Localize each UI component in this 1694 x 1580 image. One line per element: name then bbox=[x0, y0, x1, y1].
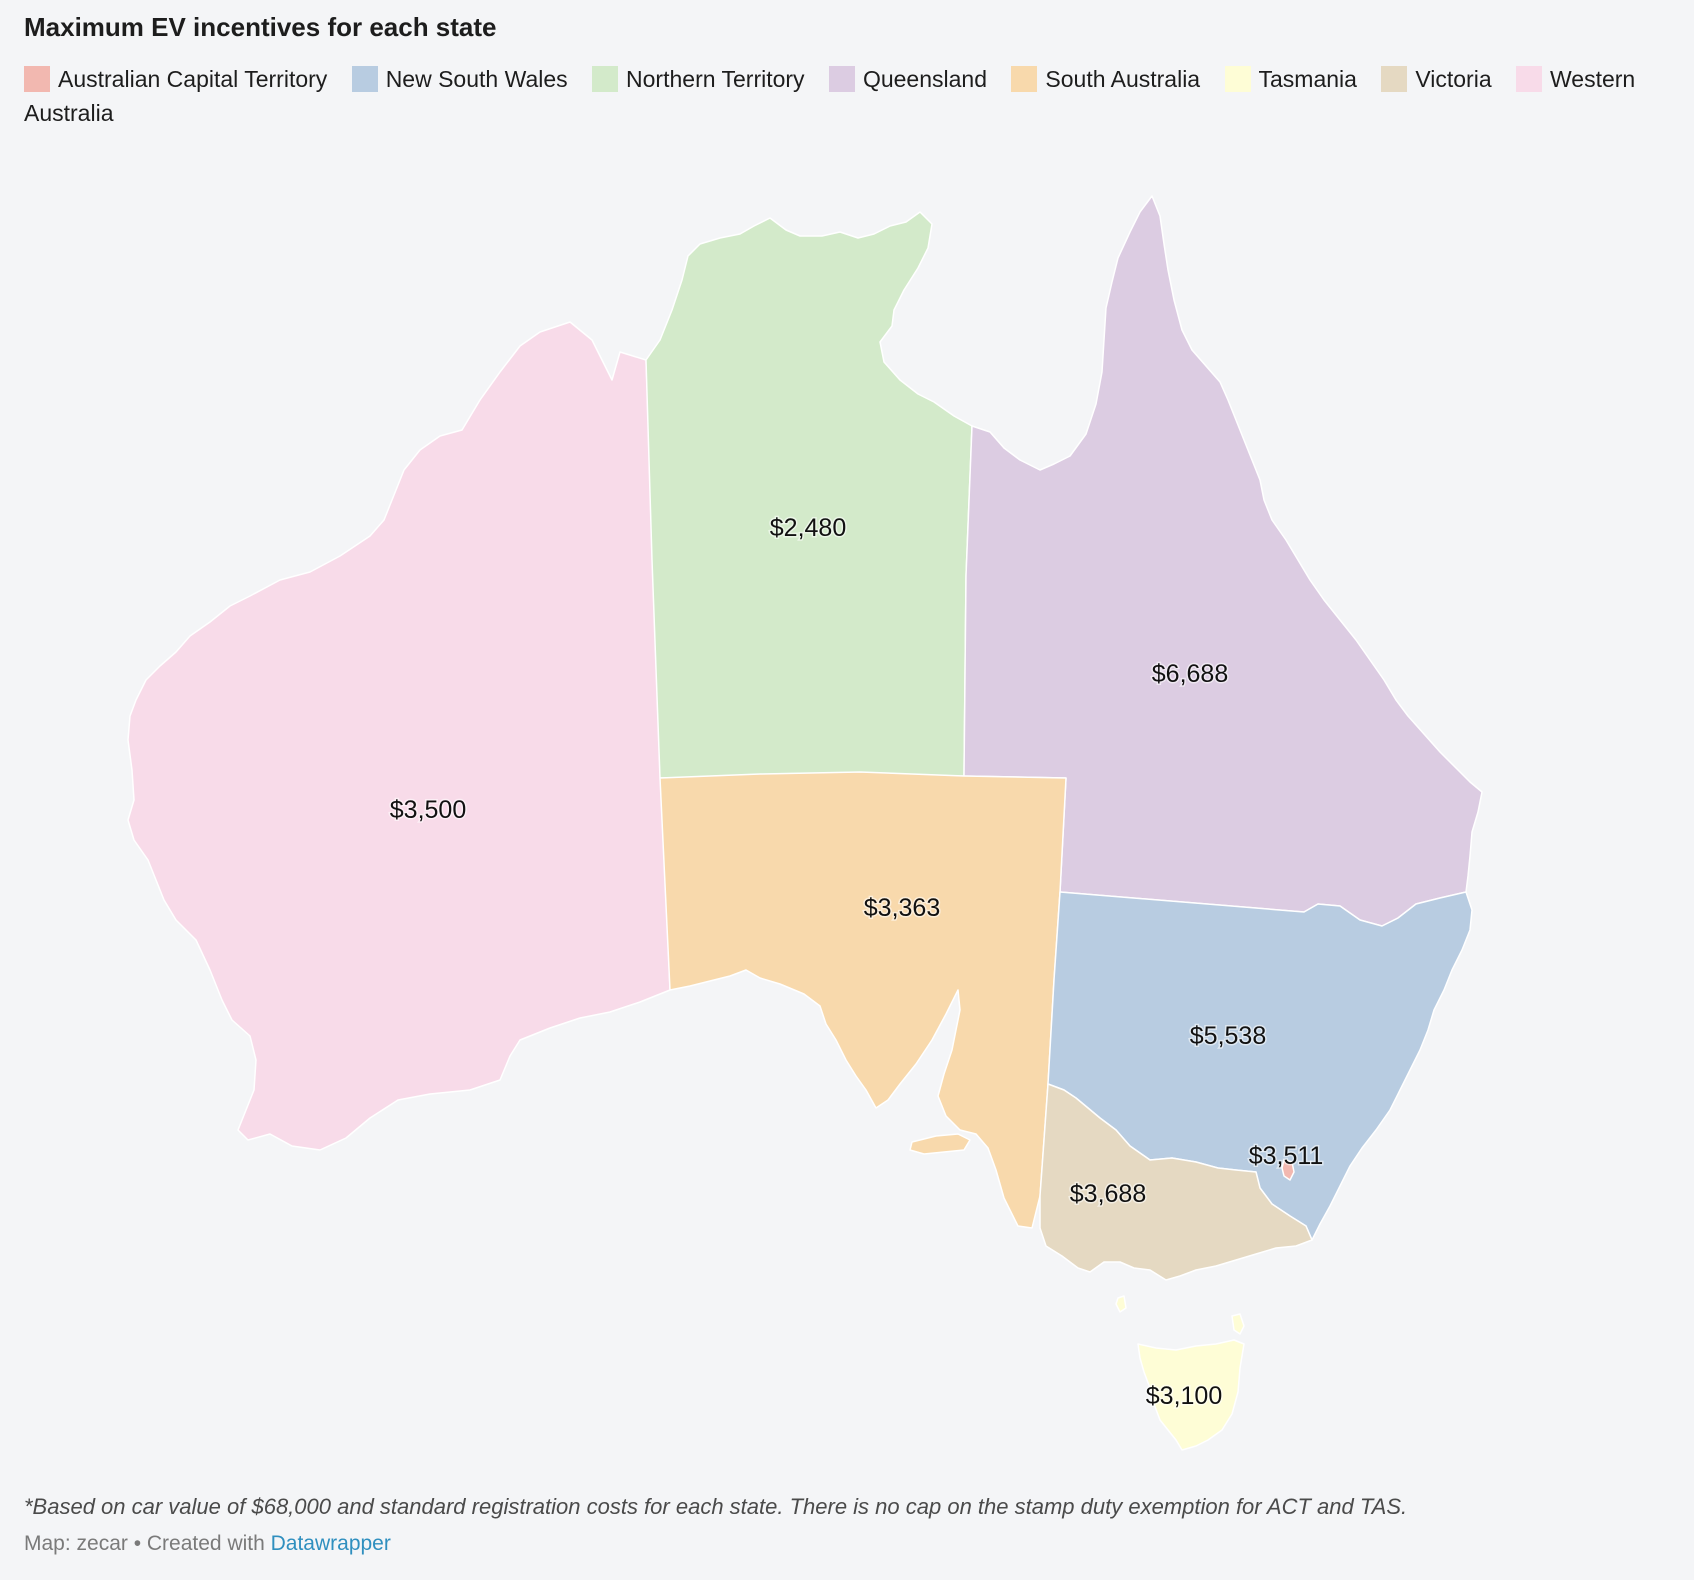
value-label-nt: $2,480 bbox=[770, 514, 846, 542]
legend-label-wa: Western Australia bbox=[24, 66, 1636, 126]
region-act[interactable] bbox=[1281, 1159, 1295, 1181]
legend-swatch-qld bbox=[828, 66, 855, 92]
legend-swatch-vic bbox=[1381, 66, 1408, 92]
legend-label-nt: Northern Territory bbox=[626, 66, 805, 92]
legend-swatch-tas bbox=[1224, 66, 1251, 92]
region-western-australia[interactable] bbox=[127, 321, 671, 1151]
datawrapper-link[interactable]: Datawrapper bbox=[270, 1532, 391, 1555]
value-label-vic: $3,688 bbox=[1070, 1180, 1146, 1208]
region-flinders-island[interactable] bbox=[1231, 1313, 1245, 1335]
chart-title: Maximum EV incentives for each state bbox=[24, 12, 497, 42]
legend-swatch-sa bbox=[1011, 66, 1038, 92]
legend-item-sa: South Australia bbox=[1011, 66, 1200, 92]
legend-item-qld: Queensland bbox=[828, 66, 987, 92]
legend-item-tas: Tasmania bbox=[1224, 66, 1357, 92]
value-label-nsw: $5,538 bbox=[1190, 1022, 1266, 1050]
australia-map: $2,480 $6,688 $3,500 $3,363 $5,538 $3,51… bbox=[127, 195, 1483, 1451]
region-northern-territory[interactable] bbox=[645, 211, 973, 779]
source-prefix: Map: zecar • Created with bbox=[24, 1532, 271, 1555]
legend-item-act: Australian Capital Territory bbox=[24, 66, 327, 92]
region-tasmania[interactable] bbox=[1137, 1339, 1245, 1451]
legend-swatch-wa bbox=[1516, 66, 1542, 92]
legend-label-qld: Queensland bbox=[862, 66, 987, 92]
legend-item-wa: Western Australia bbox=[24, 66, 1635, 126]
legend-item-nsw: New South Wales bbox=[351, 66, 568, 92]
legend-label-tas: Tasmania bbox=[1258, 66, 1357, 92]
value-label-sa: $3,363 bbox=[864, 894, 940, 922]
value-label-tas: $3,100 bbox=[1146, 1382, 1222, 1410]
legend-item-vic: Victoria bbox=[1381, 66, 1492, 92]
region-king-island[interactable] bbox=[1115, 1295, 1127, 1313]
legend-label-vic: Victoria bbox=[1415, 66, 1492, 92]
legend-swatch-act bbox=[24, 66, 50, 92]
legend-swatch-nt bbox=[592, 66, 619, 92]
value-label-qld: $6,688 bbox=[1152, 660, 1228, 688]
legend-label-nsw: New South Wales bbox=[385, 66, 568, 92]
region-kangaroo-island[interactable] bbox=[909, 1133, 971, 1155]
legend-label-act: Australian Capital Territory bbox=[58, 66, 328, 92]
value-label-wa: $3,500 bbox=[390, 796, 466, 824]
legend: Australian Capital Territory New South W… bbox=[24, 62, 1674, 130]
legend-swatch-nsw bbox=[351, 66, 378, 92]
footnote: *Based on car value of $68,000 and stand… bbox=[24, 1494, 1408, 1519]
legend-label-sa: South Australia bbox=[1045, 66, 1201, 92]
legend-item-nt: Northern Territory bbox=[592, 66, 805, 92]
region-south-australia[interactable] bbox=[659, 771, 1067, 1229]
value-label-act: $3,511 bbox=[1249, 1142, 1324, 1170]
source-line: Map: zecar • Created with Datawrapper bbox=[24, 1532, 391, 1556]
region-victoria[interactable] bbox=[1039, 1083, 1313, 1281]
